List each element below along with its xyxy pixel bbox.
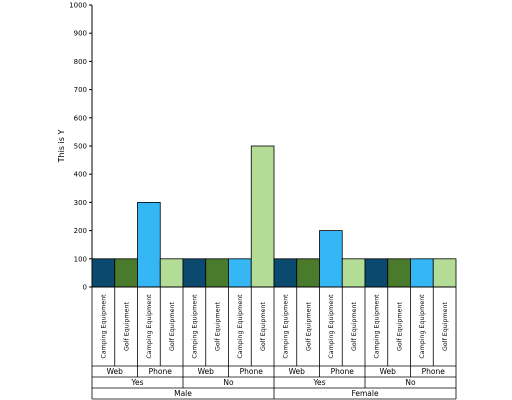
x-category-label: Camping Equipment	[328, 294, 335, 359]
x-category-label: Golf Equipment	[351, 302, 358, 351]
y-tick-label: 700	[74, 86, 87, 94]
x-group-label-flag: Yes	[312, 378, 325, 387]
bar	[137, 201, 161, 288]
x-category-label: Camping Equipment	[374, 294, 381, 359]
x-category-label: Golf Equipment	[214, 302, 221, 351]
bars	[91, 145, 457, 288]
x-group-label-channel: Phone	[331, 367, 355, 376]
x-category-label: Golf Equipment	[442, 302, 449, 351]
y-tick-label: 0	[83, 284, 87, 292]
x-category-label: Camping Equipment	[283, 294, 290, 359]
x-group-label-flag: Yes	[130, 378, 143, 387]
bar	[341, 258, 366, 288]
x-category-label: Golf Equipment	[305, 302, 312, 351]
x-category-label: Camping Equipment	[237, 294, 244, 359]
x-category-label: Camping Equipment	[146, 294, 153, 359]
bar	[319, 230, 343, 288]
bar	[364, 258, 389, 288]
bar	[91, 258, 116, 288]
x-category-label: Camping Equipment	[192, 294, 199, 359]
x-group-label-channel: Web	[198, 367, 215, 376]
x-group-label-channel: Web	[289, 367, 306, 376]
y-tick-label: 400	[74, 171, 87, 179]
x-group-label-flag: No	[405, 378, 416, 387]
y-tick-label: 500	[74, 143, 87, 151]
x-category-label: Camping Equipment	[101, 294, 108, 359]
y-tick-label: 200	[74, 227, 87, 235]
y-tick-label: 300	[74, 199, 87, 207]
y-tick-label: 600	[74, 114, 87, 122]
y-axis-label: This is Y	[57, 130, 66, 164]
bar	[273, 258, 298, 288]
bar	[410, 258, 434, 288]
x-group-label-gender: Male	[174, 389, 192, 398]
bar	[182, 258, 207, 288]
y-axis: 0 100 200 300 400 500 600 700 800 900 1000	[69, 2, 93, 292]
bar	[114, 258, 138, 288]
x-category-label: Golf Equipment	[396, 302, 403, 351]
y-tick-label: 900	[74, 30, 87, 38]
x-category-label: Camping Equipment	[419, 294, 426, 359]
bar	[296, 258, 320, 288]
x-group-label-channel: Web	[107, 367, 124, 376]
x-category-label: Golf Equipment	[260, 302, 267, 351]
y-tick-label: 1000	[69, 2, 87, 10]
bar	[159, 258, 184, 288]
x-axis: Camping Equipment Golf Equipment Camping E…	[91, 286, 457, 400]
x-group-label-channel: Phone	[422, 367, 446, 376]
bar	[228, 258, 252, 288]
y-tick-label: 100	[74, 255, 87, 263]
x-category-label: Golf Equipment	[169, 302, 176, 351]
bar	[387, 258, 411, 288]
x-group-label-gender: Female	[351, 389, 379, 398]
bar	[432, 258, 457, 288]
x-group-label-channel: Web	[380, 367, 397, 376]
x-group-label-flag: No	[223, 378, 234, 387]
bar	[250, 145, 275, 288]
bar	[205, 258, 229, 288]
x-category-label: Golf Equipment	[123, 302, 130, 351]
x-group-label-channel: Phone	[149, 367, 173, 376]
x-group-label-channel: Phone	[240, 367, 264, 376]
y-tick-label: 800	[74, 58, 87, 66]
